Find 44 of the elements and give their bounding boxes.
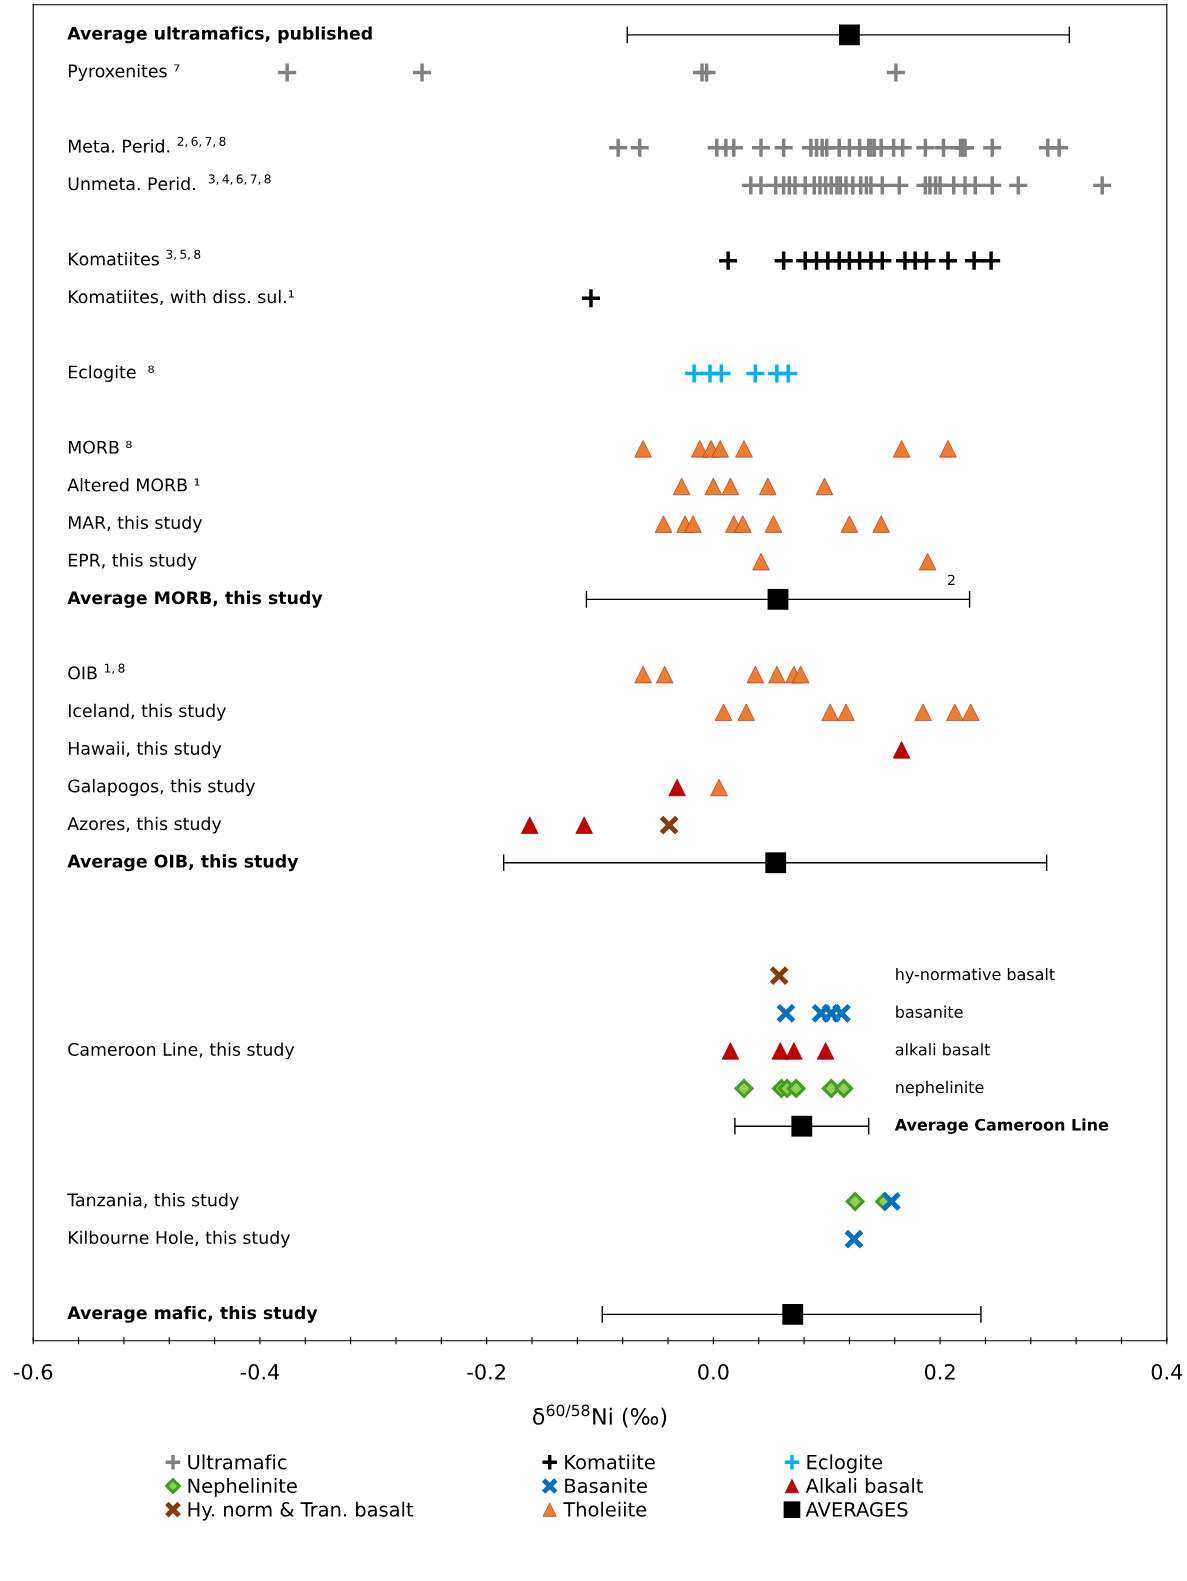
legend-label: Hy. norm & Tran. basalt [188,1501,414,1521]
legend-label: Ultramafic [188,1454,287,1470]
y-tick-label: Pyroxenites ⁷ [68,64,180,81]
y-tick-label: Average Cameroon Line [894,1118,1109,1134]
y-tick-label: Average MORB, this study [67,590,323,608]
x-tick-label: -0.2 [467,1363,505,1380]
legend-label: Tholeiite [563,1501,647,1517]
legend-label: Eclogite [807,1454,883,1474]
x-tick-label: -0.6 [13,1363,53,1380]
y-tick-label: MAR, this study [68,515,203,533]
y-tick-label: Galapogos, this study [68,779,255,796]
y-tick-label: Meta. Perid. $^{2,6,7,8}$ [68,136,226,153]
y-tick-label: Tanzania, this study [67,1193,239,1210]
y-tick-label: Unmeta. Perid. $^{3,4,6,7,8}$ [68,174,271,191]
x-tick-label: 0.2 [924,1363,955,1380]
y-tick-label: nephelinite [896,1080,984,1097]
legend-label: AVERAGES [805,1502,908,1517]
x-tick-label: 0.4 [1151,1363,1183,1380]
y-tick-label: MORB ⁸ [68,440,132,454]
y-tick-label: EPR, this study [68,553,197,571]
y-tick-label: Eclogite ⁸ [68,365,154,382]
y-tick-label: Komatiites, with diss. sul.¹ [68,289,294,306]
y-tick-label: basanite [896,1005,963,1018]
y-tick-label: Komatiites $^{3,5,8}$ [68,249,201,266]
y-tick-label: Average ultramafics, published [67,26,372,44]
y-tick-label: Kilbourne Hole, this study [68,1230,291,1248]
x-tick-label: -0.4 [240,1363,280,1380]
y-tick-label: Average OIB, this study [67,854,299,872]
y-tick-label: Altered MORB ¹ [67,478,200,492]
x-axis-title: δ$^{60/58}$Ni (‰) [533,1404,667,1428]
legend-label: Komatiite [565,1454,655,1470]
y-tick-label: Average mafic, this study [67,1305,318,1323]
y-tick-label: OIB $^{1,8}$ [68,663,125,680]
y-tick-label: Cameroon Line, this study [68,1042,295,1060]
y-tick-label: Hawaii, this study [68,741,222,759]
x-tick-label: 0.0 [698,1363,729,1380]
y-tick-label: hy-normative basalt [896,967,1055,984]
y-tick-label: Iceland, this study [68,703,226,721]
legend-label: Alkali basalt [805,1478,923,1494]
legend-label: Nephelinite [188,1478,297,1497]
y-tick-label: Azores, this study [67,816,222,834]
y2-tick-label: alkali basalt [895,1043,991,1056]
annotation: 2 [948,574,955,585]
legend-label: Basanite [565,1478,647,1494]
